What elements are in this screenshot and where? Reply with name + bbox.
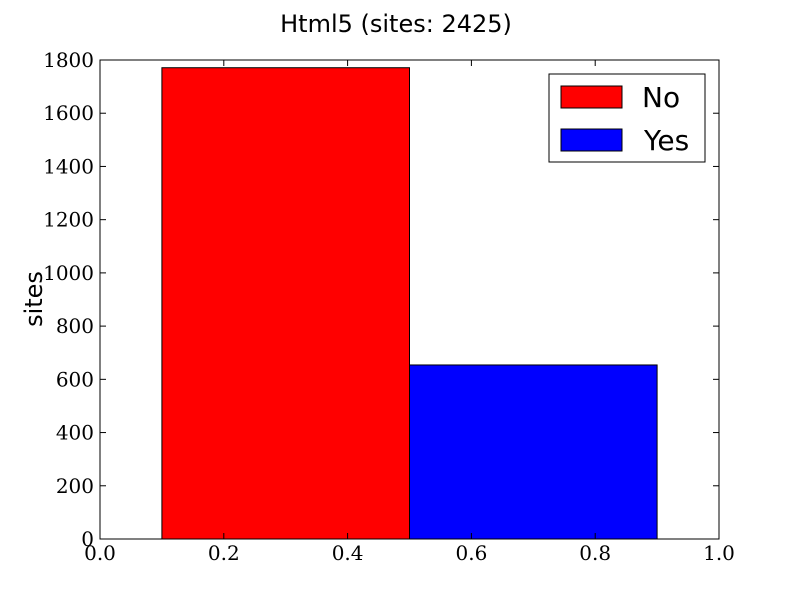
legend-label-no: No (642, 81, 680, 114)
plot-frame (99, 59, 720, 540)
x-tick-label: 0.6 (455, 541, 487, 565)
y-tick-label: 1400 (43, 154, 94, 178)
x-axis-ticks: 0.0 0.2 0.4 0.6 0.8 1.0 (84, 60, 735, 565)
legend-label-yes: Yes (643, 124, 689, 157)
y-tick-label: 400 (56, 421, 94, 445)
x-tick-label: 0.0 (84, 541, 116, 565)
bars-group (161, 67, 658, 540)
bar-yes (409, 364, 658, 540)
y-tick-label: 600 (56, 367, 94, 391)
y-axis-label: sites (20, 271, 48, 327)
x-tick-label: 1.0 (703, 541, 735, 565)
y-axis-ticks: 0 200 400 600 800 1000 1200 1400 1600 1800 (43, 48, 719, 551)
chart-title: Html5 (sites: 2425) (280, 10, 512, 38)
legend: No Yes (548, 73, 706, 163)
y-tick-label: 1200 (43, 208, 94, 232)
bar-no (161, 67, 410, 540)
y-tick-label: 1600 (43, 101, 94, 125)
y-tick-label: 200 (56, 474, 94, 498)
x-tick-label: 0.8 (579, 541, 611, 565)
y-tick-label: 1800 (43, 48, 94, 72)
legend-swatch-yes (560, 128, 623, 152)
x-tick-label: 0.4 (332, 541, 364, 565)
y-tick-label: 0 (81, 527, 94, 551)
x-tick-label: 0.2 (208, 541, 240, 565)
legend-swatch-no (560, 85, 623, 109)
y-tick-label: 800 (56, 314, 94, 338)
y-tick-label: 1000 (43, 261, 94, 285)
